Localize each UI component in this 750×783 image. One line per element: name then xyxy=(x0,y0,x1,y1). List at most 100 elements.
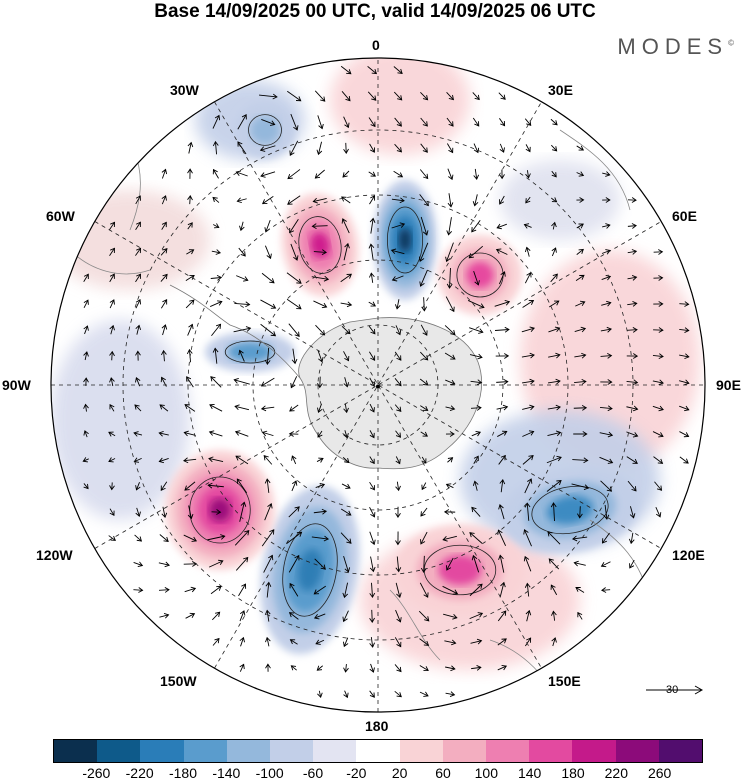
wind-vector xyxy=(470,640,482,644)
wind-vector xyxy=(443,613,457,619)
wind-vector xyxy=(369,403,375,413)
wind-vector xyxy=(445,692,455,696)
wind-vector-head xyxy=(345,95,351,102)
wind-vector xyxy=(654,481,662,491)
wind-vector-head xyxy=(370,301,376,307)
wind-vector xyxy=(420,507,428,517)
wind-vector xyxy=(161,195,167,205)
wind-vector-head xyxy=(133,457,140,463)
wind-vector xyxy=(472,555,480,573)
wind-vector xyxy=(264,245,272,259)
wind-vector-head xyxy=(607,352,613,359)
wind-vector xyxy=(371,582,373,598)
wind-vector-head xyxy=(473,147,480,154)
anomaly-region xyxy=(330,58,470,155)
wind-vector xyxy=(500,479,504,493)
wind-vector xyxy=(629,506,635,518)
wind-vector-head xyxy=(443,509,450,515)
wind-vector xyxy=(499,195,505,205)
reference-vector-arrow xyxy=(646,685,704,695)
wind-vector-head xyxy=(551,637,557,643)
wind-vector-head xyxy=(578,171,585,177)
wind-vector-head xyxy=(397,68,403,75)
wind-vector-head xyxy=(551,146,558,152)
wind-vector xyxy=(187,324,193,336)
wind-vector xyxy=(369,143,375,153)
wind-vector xyxy=(109,273,115,283)
wind-vector xyxy=(110,325,114,335)
wind-vector-head xyxy=(270,331,277,337)
wind-vector xyxy=(496,406,508,410)
wind-vector-head xyxy=(164,587,170,593)
wind-vector-head xyxy=(683,432,690,438)
wind-vector xyxy=(343,637,349,647)
wind-vector xyxy=(630,532,634,544)
wind-vector xyxy=(395,456,401,464)
wind-vector xyxy=(367,91,377,101)
wind-vector xyxy=(209,301,223,307)
wind-vector xyxy=(266,347,270,365)
wind-vector xyxy=(552,222,556,230)
colorbar-swatch xyxy=(572,740,616,762)
lon-label-120w: 120W xyxy=(36,547,73,563)
wind-vector-head xyxy=(162,273,168,280)
wind-vector xyxy=(369,195,375,205)
wind-vector xyxy=(292,348,296,364)
wind-vector xyxy=(499,555,505,573)
wind-vector xyxy=(111,351,113,361)
wind-vector-head xyxy=(343,407,349,414)
wind-vector-head xyxy=(239,636,245,643)
wind-vector xyxy=(342,170,350,178)
wind-vector xyxy=(109,248,115,256)
wind-vector xyxy=(84,325,88,335)
wind-vector-head xyxy=(290,382,296,389)
wind-vector xyxy=(525,144,531,152)
wind-vector xyxy=(471,431,481,437)
wind-vector-head xyxy=(420,567,427,574)
wind-vector-head xyxy=(269,120,276,126)
wind-vector xyxy=(445,296,455,312)
wind-vector xyxy=(236,171,248,177)
wind-vector xyxy=(317,141,323,155)
wind-vector-head xyxy=(421,306,428,312)
wind-vector-head xyxy=(368,272,375,278)
colorbar-tick-label: -20 xyxy=(346,765,367,781)
wind-vector-head xyxy=(184,404,190,410)
wind-vector-head xyxy=(473,174,480,180)
wind-vector-head xyxy=(235,170,242,176)
wind-vector-head xyxy=(449,431,455,437)
wind-vector-head xyxy=(555,352,561,359)
wind-vector xyxy=(552,637,556,647)
wind-vector xyxy=(368,351,376,361)
wind-vector-head xyxy=(109,350,115,357)
wind-vector xyxy=(236,275,248,281)
wind-vector-head xyxy=(183,430,189,437)
wind-vector-head xyxy=(342,172,348,178)
colorbar-swatch xyxy=(97,740,141,762)
wind-vector-head xyxy=(395,567,402,573)
wind-vector xyxy=(183,458,197,462)
wind-vector-head xyxy=(318,357,324,363)
wind-vector xyxy=(83,299,89,309)
wind-vector-head xyxy=(370,171,376,177)
wind-vector-head xyxy=(607,379,613,385)
wind-vector-head xyxy=(423,355,429,361)
brand-mark: © xyxy=(728,38,734,48)
wind-vector xyxy=(601,561,611,567)
wind-vector xyxy=(263,455,273,465)
wind-vector-head xyxy=(449,691,456,697)
wind-vector xyxy=(188,505,192,519)
wind-vector-head xyxy=(423,592,429,598)
wind-vector-head xyxy=(239,663,245,670)
wind-vector xyxy=(547,531,561,545)
wind-vector-head xyxy=(631,223,637,229)
wind-vector xyxy=(497,665,507,671)
wind-vector xyxy=(394,378,402,386)
wind-vector-head xyxy=(163,612,170,619)
colorbar-tick-label: -100 xyxy=(255,765,284,781)
wind-vector-head xyxy=(218,559,224,566)
wind-vector-head xyxy=(657,458,664,464)
wind-vector-head xyxy=(135,324,142,331)
wind-vector xyxy=(312,225,328,227)
wind-vector-head xyxy=(369,407,375,413)
